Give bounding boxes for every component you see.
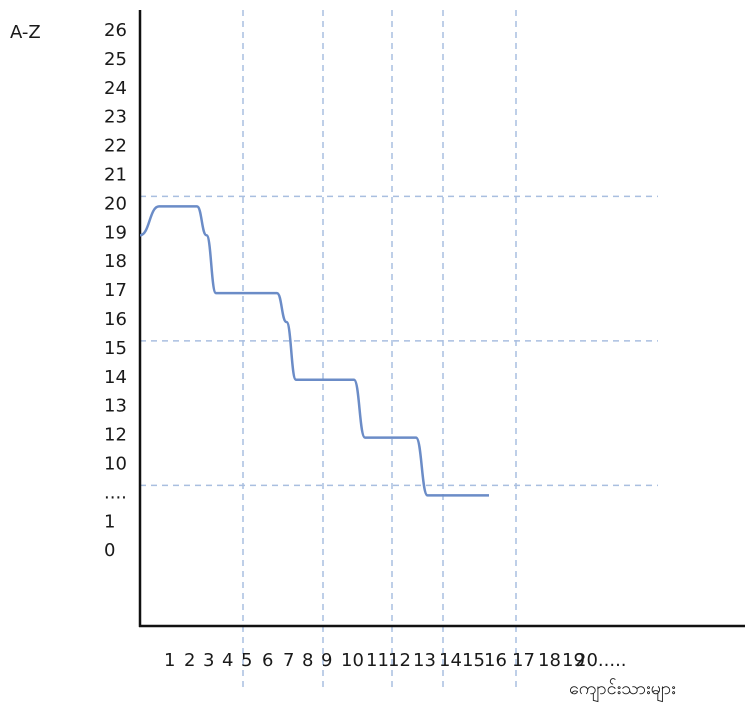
y-tick-label: 25 bbox=[104, 49, 127, 70]
x-tick-label: 4 bbox=[222, 650, 233, 671]
y-tick-label: 18 bbox=[104, 251, 127, 272]
y-tick-label: 10 bbox=[104, 454, 127, 475]
x-tick-label: 12 bbox=[388, 650, 411, 671]
x-tick-label: 15 bbox=[462, 650, 485, 671]
x-tick-label: 1 bbox=[164, 650, 175, 671]
y-tick-label: 1 bbox=[104, 511, 115, 532]
y-tick-label: 17 bbox=[104, 280, 127, 301]
x-tick-label: 16 bbox=[484, 650, 507, 671]
x-tick-label: 2 bbox=[184, 650, 195, 671]
y-tick-label: 16 bbox=[104, 309, 127, 330]
x-tick-label: 18 bbox=[538, 650, 561, 671]
x-axis-label: ကျောင်းသားများ bbox=[569, 678, 676, 702]
x-tick-label: 5 bbox=[241, 650, 252, 671]
y-tick-label: 0 bbox=[104, 540, 115, 561]
y-tick-label: 23 bbox=[104, 107, 127, 128]
grid-lines bbox=[140, 10, 658, 690]
x-tick-label: 14 bbox=[439, 650, 462, 671]
x-tick-label: 7 bbox=[283, 650, 294, 671]
y-tick-label: 12 bbox=[104, 425, 127, 446]
series-line bbox=[139, 205, 489, 497]
y-tick-label: 19 bbox=[104, 222, 127, 243]
y-tick-label: 20 bbox=[104, 193, 127, 214]
y-tick-label: 14 bbox=[104, 367, 127, 388]
x-tick-label: 20..... bbox=[575, 650, 627, 671]
x-tick-label: 9 bbox=[321, 650, 332, 671]
x-tick-label: 10 bbox=[341, 650, 364, 671]
x-tick-label: 13 bbox=[413, 650, 436, 671]
x-tick-label: 11 bbox=[366, 650, 389, 671]
x-tick-label: 8 bbox=[302, 650, 313, 671]
x-tick-label: 17 bbox=[512, 650, 535, 671]
y-tick-label: 22 bbox=[104, 136, 127, 157]
y-tick-label: .... bbox=[104, 482, 127, 503]
x-tick-label: 3 bbox=[203, 650, 214, 671]
y-axis-label: A-Z bbox=[10, 22, 41, 43]
y-tick-label: 15 bbox=[104, 338, 127, 359]
y-tick-label: 24 bbox=[104, 78, 127, 99]
x-tick-labels: 1 2 3 4 5 6 7 8 9 10 11 12 13 14 15 16 17 18 1920..... bbox=[164, 650, 627, 671]
y-tick-label: 13 bbox=[104, 396, 127, 417]
y-tick-label: 26 bbox=[104, 20, 127, 41]
y-tick-label: 21 bbox=[104, 165, 127, 186]
x-tick-label: 6 bbox=[262, 650, 273, 671]
x-tick-label: 19 bbox=[562, 650, 585, 671]
